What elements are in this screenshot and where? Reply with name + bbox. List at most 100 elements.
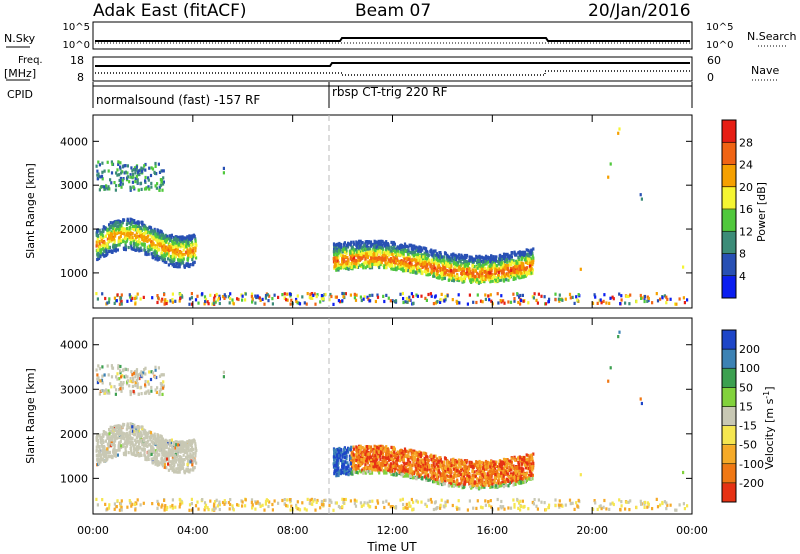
power-cell bbox=[526, 254, 529, 258]
velocity-cell bbox=[127, 438, 130, 442]
power-colorbar-tick-label: 28 bbox=[739, 136, 753, 149]
power-cell bbox=[172, 235, 175, 240]
power-cell bbox=[114, 188, 117, 192]
velocity-cell bbox=[104, 449, 107, 453]
power-cell bbox=[181, 252, 184, 257]
velocity-cell bbox=[98, 450, 101, 454]
velocity-cell bbox=[131, 425, 134, 429]
power-cell bbox=[443, 299, 446, 303]
power-cell bbox=[128, 180, 131, 184]
nave-label: Nave bbox=[751, 64, 779, 77]
velocity-cell bbox=[181, 449, 184, 453]
power-cell bbox=[95, 233, 98, 237]
velocity-cell bbox=[155, 440, 158, 444]
power-cell bbox=[436, 300, 439, 304]
power-cell bbox=[460, 271, 463, 275]
power-cell bbox=[106, 242, 109, 246]
power-cell bbox=[166, 248, 169, 252]
power-cell bbox=[182, 248, 185, 252]
velocity-cell bbox=[161, 458, 164, 462]
power-cell bbox=[156, 300, 159, 305]
power-cell bbox=[377, 241, 380, 245]
velocity-cell bbox=[187, 469, 190, 473]
power-cell bbox=[167, 254, 170, 258]
power-cell bbox=[500, 271, 503, 275]
velocity-cell bbox=[96, 434, 99, 438]
power-cell bbox=[185, 240, 188, 244]
power-cell bbox=[455, 255, 458, 259]
velocity-cell bbox=[451, 484, 454, 488]
power-cell bbox=[400, 243, 403, 247]
power-cell bbox=[499, 275, 502, 280]
power-cell bbox=[152, 232, 155, 236]
power-cell bbox=[388, 253, 391, 257]
power-cell bbox=[417, 249, 420, 253]
power-cell bbox=[432, 302, 435, 306]
power-cell bbox=[244, 292, 247, 296]
power-cell bbox=[143, 245, 146, 249]
power-cell bbox=[410, 262, 413, 266]
power-cell bbox=[121, 226, 124, 230]
power-cell bbox=[335, 245, 338, 249]
power-cell bbox=[340, 263, 343, 267]
power-cell bbox=[133, 219, 136, 223]
velocity-cell bbox=[152, 434, 155, 438]
power-cell bbox=[188, 234, 191, 238]
power-cell bbox=[439, 252, 442, 256]
power-cell bbox=[132, 172, 135, 176]
power-cell bbox=[526, 271, 529, 275]
power-cell bbox=[106, 252, 109, 256]
velocity-cell bbox=[166, 439, 169, 443]
power-cell bbox=[390, 240, 393, 244]
power-cell bbox=[163, 293, 166, 297]
power-cell bbox=[488, 298, 491, 302]
power-cell bbox=[456, 276, 459, 281]
velocity-cell bbox=[130, 436, 133, 440]
power-cell bbox=[216, 298, 219, 302]
power-cell bbox=[108, 297, 111, 301]
power-cell bbox=[509, 266, 512, 270]
velocity-cell bbox=[170, 465, 173, 469]
power-cell bbox=[519, 253, 522, 257]
power-cell bbox=[333, 260, 336, 264]
velocity-cell bbox=[101, 452, 105, 456]
power-cell bbox=[154, 184, 157, 188]
power-cell bbox=[138, 234, 141, 239]
power-cell bbox=[377, 255, 381, 260]
velocity-cell bbox=[152, 437, 155, 441]
velocity-cell bbox=[170, 438, 173, 442]
power-cell bbox=[358, 240, 361, 245]
power-cell bbox=[455, 263, 459, 267]
power-cell bbox=[171, 260, 174, 264]
power-cell bbox=[536, 301, 539, 305]
power-cell bbox=[343, 292, 346, 296]
velocity-cell bbox=[125, 436, 128, 440]
power-cell bbox=[547, 299, 550, 303]
power-cell bbox=[396, 245, 399, 249]
power-cell bbox=[170, 233, 173, 237]
power-cell bbox=[176, 248, 179, 252]
power-cell bbox=[258, 296, 261, 300]
velocity-cell bbox=[163, 450, 166, 455]
power-cell bbox=[444, 294, 447, 299]
velocity-cell bbox=[114, 433, 117, 437]
velocity-cell bbox=[189, 460, 192, 464]
power-cell bbox=[444, 261, 448, 265]
velocity-cell bbox=[419, 469, 423, 473]
power-cell bbox=[498, 257, 502, 261]
velocity-cell bbox=[129, 391, 132, 395]
velocity-cell bbox=[124, 434, 127, 438]
power-cell bbox=[522, 250, 526, 254]
power-cell bbox=[120, 302, 123, 306]
velocity-cell bbox=[152, 450, 155, 455]
power-cell bbox=[110, 233, 113, 238]
power-cell bbox=[462, 271, 465, 276]
power-cell bbox=[281, 293, 284, 297]
velocity-cell bbox=[101, 449, 104, 453]
power-cell bbox=[120, 299, 123, 303]
power-cell bbox=[113, 248, 116, 253]
velocity-cell bbox=[143, 450, 146, 454]
power-cell bbox=[446, 269, 449, 273]
power-cell bbox=[375, 252, 378, 256]
power-cell bbox=[150, 243, 153, 247]
